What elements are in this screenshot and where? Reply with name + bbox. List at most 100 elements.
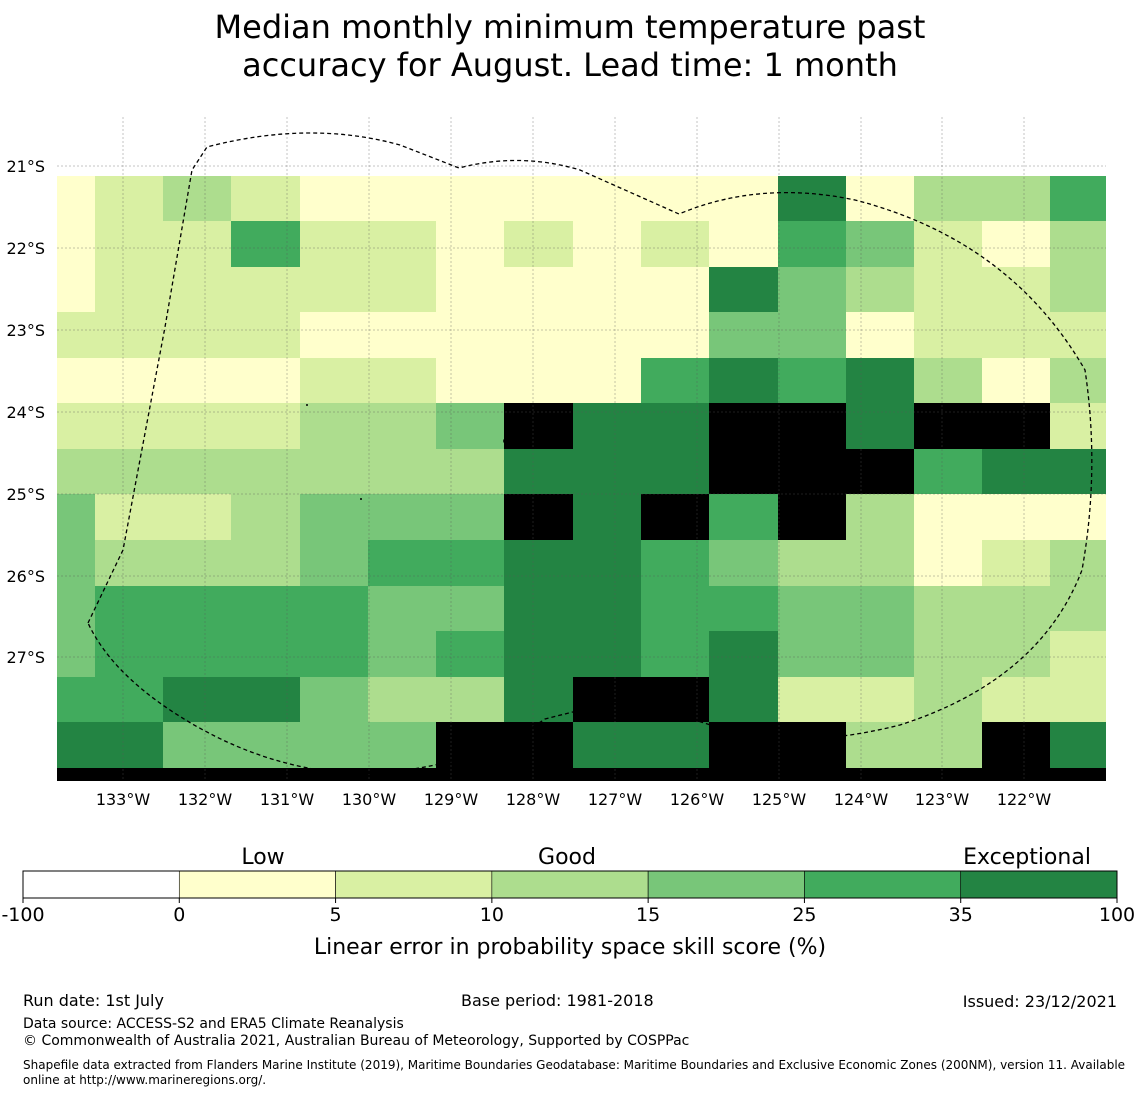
grid-cell xyxy=(57,768,95,781)
grid-cell xyxy=(231,631,300,677)
longitude-label: 124°W xyxy=(834,790,889,809)
grid-cell xyxy=(57,677,95,722)
grid-cell xyxy=(436,176,504,221)
grid-cell xyxy=(641,221,709,267)
grid-cell xyxy=(709,631,778,677)
grid-cell xyxy=(573,722,641,768)
grid-cell xyxy=(300,449,368,494)
grid-cell xyxy=(57,358,95,403)
grid-cell xyxy=(641,267,709,312)
colorbar-tick-label: -100 xyxy=(1,904,44,926)
grid-cell xyxy=(57,494,95,540)
grid-cell xyxy=(846,722,914,768)
grid-cell xyxy=(914,312,982,358)
colorbar-segment xyxy=(647,870,805,899)
grid-cell xyxy=(163,768,231,781)
grid-cell xyxy=(300,677,368,722)
grid-cell xyxy=(573,403,641,449)
grid-cell xyxy=(95,176,163,221)
grid-cell xyxy=(709,722,778,768)
grid-cell xyxy=(163,540,231,586)
colorbar-segment xyxy=(22,870,180,899)
latitude-label: 22°S xyxy=(6,239,45,258)
grid-cell xyxy=(846,221,914,267)
shapefile-credit: Shapefile data extracted from Flanders M… xyxy=(23,1058,1126,1087)
grid-cell xyxy=(573,494,641,540)
grid-cell xyxy=(300,722,368,768)
grid-cell xyxy=(914,221,982,267)
longitude-label: 125°W xyxy=(752,790,807,809)
grid-cell xyxy=(778,722,846,768)
grid-cell xyxy=(231,403,300,449)
eez-boundary xyxy=(87,132,1093,775)
grid-cell xyxy=(641,449,709,494)
colorbar-segment xyxy=(335,870,493,899)
grid-cell xyxy=(573,768,641,781)
grid-cell xyxy=(641,358,709,403)
grid-cell xyxy=(436,768,504,781)
grid-cell xyxy=(846,312,914,358)
grid-cell xyxy=(709,312,778,358)
grid-cell xyxy=(778,631,846,677)
grid-cell xyxy=(300,403,368,449)
grid-cell xyxy=(95,631,163,677)
grid-cell xyxy=(300,631,368,677)
grid-cell xyxy=(1050,267,1106,312)
grid-cell xyxy=(709,677,778,722)
grid-cell xyxy=(914,586,982,631)
grid-cell xyxy=(709,176,778,221)
grid-cell xyxy=(846,358,914,403)
grid-cell xyxy=(914,768,982,781)
grid-cell xyxy=(368,267,436,312)
grid-cell xyxy=(436,267,504,312)
grid-cell xyxy=(914,358,982,403)
grid-cell xyxy=(641,722,709,768)
grid-cell xyxy=(95,722,163,768)
grid-cell xyxy=(504,358,573,403)
grid-cell xyxy=(504,540,573,586)
legend-low-label: Low xyxy=(241,845,284,870)
grid-cell xyxy=(436,722,504,768)
grid-cell xyxy=(368,540,436,586)
longitude-label: 130°W xyxy=(342,790,397,809)
grid-cell xyxy=(709,494,778,540)
island-ring xyxy=(503,438,509,444)
grid-cell xyxy=(1050,176,1106,221)
longitude-label: 122°W xyxy=(997,790,1052,809)
grid-cell xyxy=(95,403,163,449)
grid-cell xyxy=(231,722,300,768)
grid-cell xyxy=(57,722,95,768)
grid-cell xyxy=(436,677,504,722)
colorbar-segment xyxy=(960,870,1118,899)
grid-cell xyxy=(504,722,573,768)
grid-cell xyxy=(573,221,641,267)
grid-cell xyxy=(368,631,436,677)
grid-cell xyxy=(95,267,163,312)
legend-exceptional-label: Exceptional xyxy=(963,845,1091,870)
grid-cell xyxy=(1050,312,1106,358)
grid-cell xyxy=(504,221,573,267)
grid-cell xyxy=(846,176,914,221)
grid-cell xyxy=(846,267,914,312)
copyright: © Commonwealth of Australia 2021, Austra… xyxy=(23,1033,690,1049)
grid-cell xyxy=(778,267,846,312)
grid-cell xyxy=(641,176,709,221)
grid-cell xyxy=(504,449,573,494)
grid-cell xyxy=(573,586,641,631)
grid-cell xyxy=(231,768,300,781)
colorbar-tick-label: 25 xyxy=(792,904,816,926)
grid-cell xyxy=(778,677,846,722)
grid-cell xyxy=(778,358,846,403)
grid-cell xyxy=(57,403,95,449)
grid-cell xyxy=(368,722,436,768)
grid-cell xyxy=(1050,494,1106,540)
grid-cell xyxy=(982,768,1050,781)
grid-cell xyxy=(641,403,709,449)
grid-cell xyxy=(300,586,368,631)
data-source: Data source: ACCESS-S2 and ERA5 Climate … xyxy=(23,1016,404,1032)
grid-cell xyxy=(163,631,231,677)
grid-cell xyxy=(778,312,846,358)
grid-cell xyxy=(1050,449,1106,494)
grid-cell xyxy=(504,312,573,358)
